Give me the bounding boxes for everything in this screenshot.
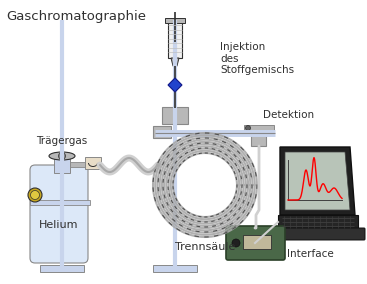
Bar <box>278 215 358 229</box>
Bar <box>244 125 274 132</box>
Bar <box>85 157 101 169</box>
Polygon shape <box>285 152 350 210</box>
Bar <box>251 132 266 146</box>
Circle shape <box>246 126 251 131</box>
Bar <box>30 200 90 205</box>
FancyBboxPatch shape <box>226 226 285 260</box>
Text: Detektion: Detektion <box>263 110 314 120</box>
Ellipse shape <box>49 152 75 160</box>
Bar <box>40 265 84 272</box>
Polygon shape <box>168 78 182 92</box>
Bar <box>243 235 271 249</box>
Circle shape <box>28 188 42 202</box>
Polygon shape <box>280 147 355 215</box>
Text: Trennsäule: Trennsäule <box>175 242 235 252</box>
Bar <box>153 126 171 138</box>
Circle shape <box>30 191 40 199</box>
Bar <box>70 162 86 167</box>
Text: Gaschromatographie: Gaschromatographie <box>6 10 146 23</box>
FancyBboxPatch shape <box>271 228 365 240</box>
Bar <box>165 18 185 23</box>
Bar <box>153 265 197 272</box>
Text: Helium: Helium <box>39 220 79 230</box>
Circle shape <box>232 239 240 247</box>
Text: Injektion
des
Stoffgemischs: Injektion des Stoffgemischs <box>220 42 294 75</box>
Bar <box>54 158 70 173</box>
Polygon shape <box>171 58 179 66</box>
Text: Interface: Interface <box>287 249 334 259</box>
Bar <box>168 20 182 58</box>
Bar <box>162 107 188 124</box>
Text: Trägergas: Trägergas <box>36 136 88 146</box>
Circle shape <box>58 153 65 160</box>
FancyBboxPatch shape <box>30 165 88 263</box>
